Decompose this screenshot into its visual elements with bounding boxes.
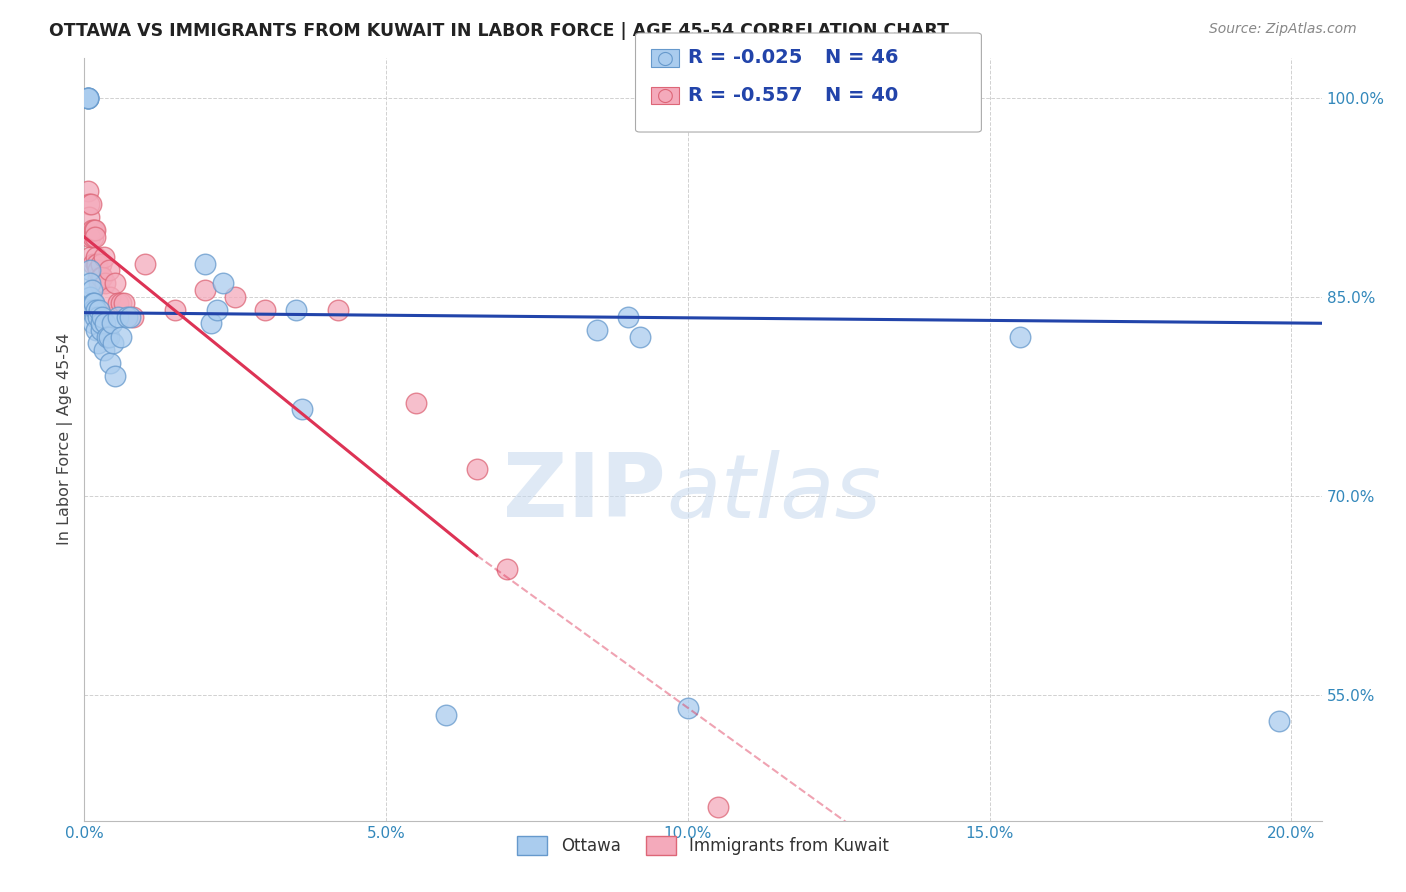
Point <box>86 303 108 318</box>
Point <box>93 343 115 357</box>
Point <box>103 369 125 384</box>
Point <box>77 91 100 105</box>
Point <box>326 303 349 318</box>
Point <box>616 310 638 324</box>
Text: atlas: atlas <box>666 450 880 536</box>
Point <box>84 323 107 337</box>
Point <box>676 701 699 715</box>
Point <box>107 310 129 324</box>
Point <box>194 283 217 297</box>
Point <box>86 250 108 264</box>
Point <box>87 263 110 277</box>
Point <box>83 223 105 237</box>
Point <box>77 91 100 105</box>
Point <box>110 296 132 310</box>
Point <box>103 277 125 291</box>
Point <box>86 256 108 270</box>
Point <box>1008 329 1031 343</box>
Point <box>100 316 122 330</box>
Point <box>93 250 115 264</box>
Point <box>212 277 235 291</box>
Point <box>79 230 101 244</box>
Point <box>98 290 121 304</box>
Point <box>97 329 120 343</box>
Point <box>90 316 112 330</box>
Point <box>77 91 100 105</box>
Point <box>77 184 100 198</box>
Point <box>284 303 307 318</box>
Point <box>254 303 277 318</box>
Point <box>163 303 186 318</box>
Point <box>134 256 156 270</box>
Text: OTTAWA VS IMMIGRANTS FROM KUWAIT IN LABOR FORCE | AGE 45-54 CORRELATION CHART: OTTAWA VS IMMIGRANTS FROM KUWAIT IN LABO… <box>49 22 949 40</box>
Point <box>79 290 101 304</box>
Text: R = -0.025: R = -0.025 <box>688 48 801 68</box>
Point <box>97 263 120 277</box>
Text: R = -0.557: R = -0.557 <box>688 86 801 105</box>
Point <box>89 303 111 318</box>
Point <box>82 316 104 330</box>
Point <box>86 269 108 284</box>
Point <box>83 223 105 237</box>
Point <box>89 277 111 291</box>
Point <box>707 800 730 814</box>
Point <box>628 329 651 343</box>
Point <box>112 296 135 310</box>
Point <box>118 310 141 324</box>
Point <box>90 256 112 270</box>
Point <box>79 277 101 291</box>
Y-axis label: In Labor Force | Age 45-54: In Labor Force | Age 45-54 <box>58 334 73 545</box>
Point <box>83 296 105 310</box>
Point <box>110 329 132 343</box>
Point <box>84 256 107 270</box>
Point <box>115 310 138 324</box>
Point <box>194 256 217 270</box>
Point <box>107 296 129 310</box>
Point <box>98 356 121 370</box>
Point <box>80 197 103 211</box>
Point <box>94 316 117 330</box>
Point <box>87 336 110 351</box>
Point <box>80 283 103 297</box>
Text: ○: ○ <box>657 48 673 68</box>
Point <box>82 303 104 318</box>
Point <box>200 316 222 330</box>
Point <box>586 323 609 337</box>
Point <box>79 263 101 277</box>
Point <box>77 210 100 224</box>
Point <box>82 296 104 310</box>
Point <box>436 707 458 722</box>
Point <box>86 310 108 324</box>
Point <box>84 230 107 244</box>
Text: N = 46: N = 46 <box>825 48 898 68</box>
Point <box>96 329 118 343</box>
Point <box>103 336 125 351</box>
Point <box>495 561 517 575</box>
Text: ○: ○ <box>657 86 673 105</box>
Point <box>91 269 114 284</box>
Point <box>82 223 104 237</box>
Point <box>84 310 107 324</box>
Legend: Ottawa, Immigrants from Kuwait: Ottawa, Immigrants from Kuwait <box>510 830 896 862</box>
Text: N = 40: N = 40 <box>825 86 898 105</box>
Point <box>205 303 228 318</box>
Text: ZIP: ZIP <box>503 450 666 536</box>
Point <box>465 462 488 476</box>
Point <box>1268 714 1291 728</box>
Point <box>224 290 246 304</box>
Text: Source: ZipAtlas.com: Source: ZipAtlas.com <box>1209 22 1357 37</box>
Point <box>82 230 104 244</box>
Point <box>90 269 112 284</box>
Point <box>79 250 101 264</box>
Point <box>77 197 100 211</box>
Point <box>94 277 117 291</box>
Point <box>405 396 427 410</box>
Point <box>77 91 100 105</box>
Point <box>291 402 314 417</box>
Point <box>91 310 114 324</box>
Point <box>90 323 112 337</box>
Point <box>82 256 104 270</box>
Point <box>121 310 143 324</box>
